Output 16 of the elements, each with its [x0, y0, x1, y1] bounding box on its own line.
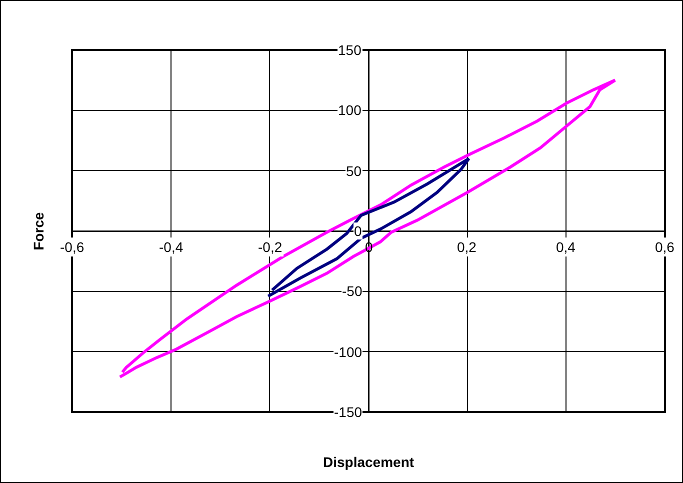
x-tick-label: 0,2 — [457, 239, 477, 255]
y-axis-title: Force — [30, 212, 46, 250]
x-tick-label: 0,6 — [655, 239, 675, 255]
x-tick-label: -0,4 — [159, 239, 184, 255]
y-tick-label: -50 — [342, 283, 362, 299]
y-tick-label: -150 — [334, 404, 362, 420]
line-series — [118, 78, 617, 379]
y-tick-label: 100 — [338, 102, 362, 118]
y-tick-label: 50 — [346, 163, 362, 179]
y-tick-label: -100 — [334, 344, 362, 360]
x-tick-label: 0,4 — [556, 239, 576, 255]
x-tick-label: -0,2 — [258, 239, 282, 255]
x-tick-label: -0,6 — [60, 239, 84, 255]
y-tick-label: 150 — [338, 42, 362, 58]
x-axis-title: Displacement — [323, 454, 414, 470]
y-tick-label: 0 — [354, 223, 362, 239]
